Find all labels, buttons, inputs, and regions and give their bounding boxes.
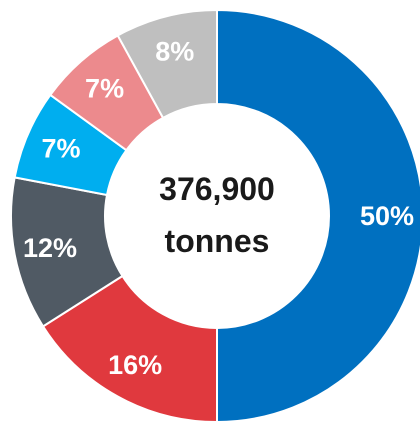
slice-label-5: 7%: [85, 73, 124, 103]
donut-slice-2: [41, 274, 218, 423]
slice-label-3: 12%: [23, 233, 77, 263]
slice-label-6: 8%: [155, 36, 194, 66]
labels-layer: 50% 16% 12% 7%7% 8%: [23, 36, 414, 380]
slice-label-1: 50%: [360, 201, 414, 231]
slice-label-4: 7%: [41, 133, 80, 163]
center-label: 376,900 tonnes: [159, 171, 275, 259]
center-label-value: 376,900: [159, 171, 275, 207]
slices-layer: [10, 8, 420, 423]
center-label-unit: tonnes: [165, 223, 270, 259]
donut-slice-6: [116, 8, 218, 120]
donut-slice-1: [216, 8, 420, 423]
slice-label-2: 16%: [108, 350, 162, 380]
